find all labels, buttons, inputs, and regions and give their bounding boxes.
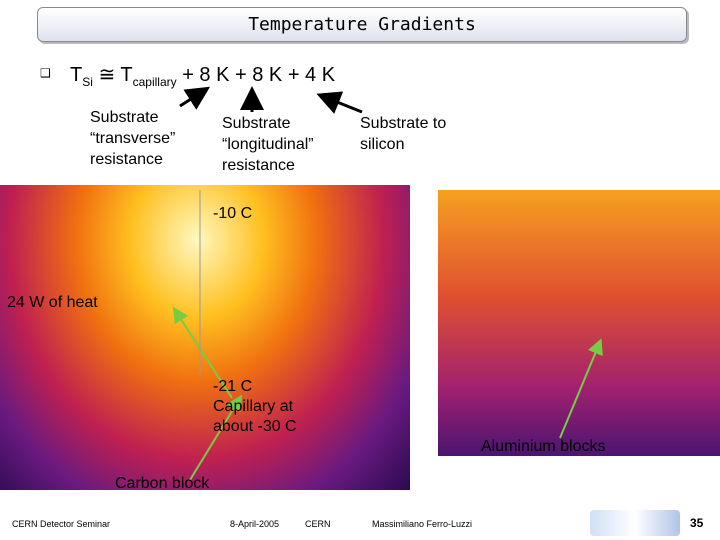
line: Substrate	[222, 115, 291, 132]
black-arrows	[179, 86, 363, 114]
annotation: -21 C	[213, 378, 253, 395]
annotation: Carbon block	[115, 475, 210, 492]
sub: Si	[82, 75, 93, 89]
thermal-image	[438, 190, 720, 456]
sum: + 8 K + 8 K + 4 K	[176, 64, 336, 86]
line: silicon	[360, 136, 405, 153]
annotation: Aluminium blocks	[481, 438, 606, 455]
line: Capillary at	[213, 398, 294, 415]
annotation: Capillary at about -30 C	[213, 397, 297, 437]
line: resistance	[222, 157, 295, 174]
label: Substrate “longitudinal” resistance	[222, 113, 314, 176]
footer-date: 8-April-2005	[230, 519, 280, 529]
slide-title: Temperature Gradients	[37, 7, 687, 42]
line: Substrate to	[360, 115, 447, 132]
annotation: -10 C	[213, 205, 253, 222]
green-arrows	[172, 306, 603, 481]
sub: capillary	[132, 75, 177, 89]
footer-place: CERN	[305, 519, 331, 529]
bullet-text: TSi ≅ Tcapillary + 8 K + 8 K + 4 K	[70, 62, 335, 89]
line: resistance	[90, 151, 163, 168]
approx: ≅ T	[92, 64, 133, 86]
t: T	[70, 64, 83, 86]
thermal-image	[0, 185, 410, 490]
label: Substrate “transverse” resistance	[90, 107, 175, 170]
footer-event: CERN Detector Seminar	[12, 519, 111, 529]
line: “transverse”	[90, 130, 176, 147]
line: “longitudinal”	[222, 136, 314, 153]
logos	[590, 510, 680, 536]
line: about -30 C	[213, 418, 297, 435]
page-number: 35	[690, 516, 704, 530]
bullet-marker: ❑	[40, 66, 51, 80]
line: Substrate	[90, 109, 159, 126]
annotation: 24 W of heat	[7, 294, 98, 311]
footer-author: Massimiliano Ferro-Luzzi	[372, 519, 473, 529]
label: Substrate to silicon	[360, 113, 446, 155]
